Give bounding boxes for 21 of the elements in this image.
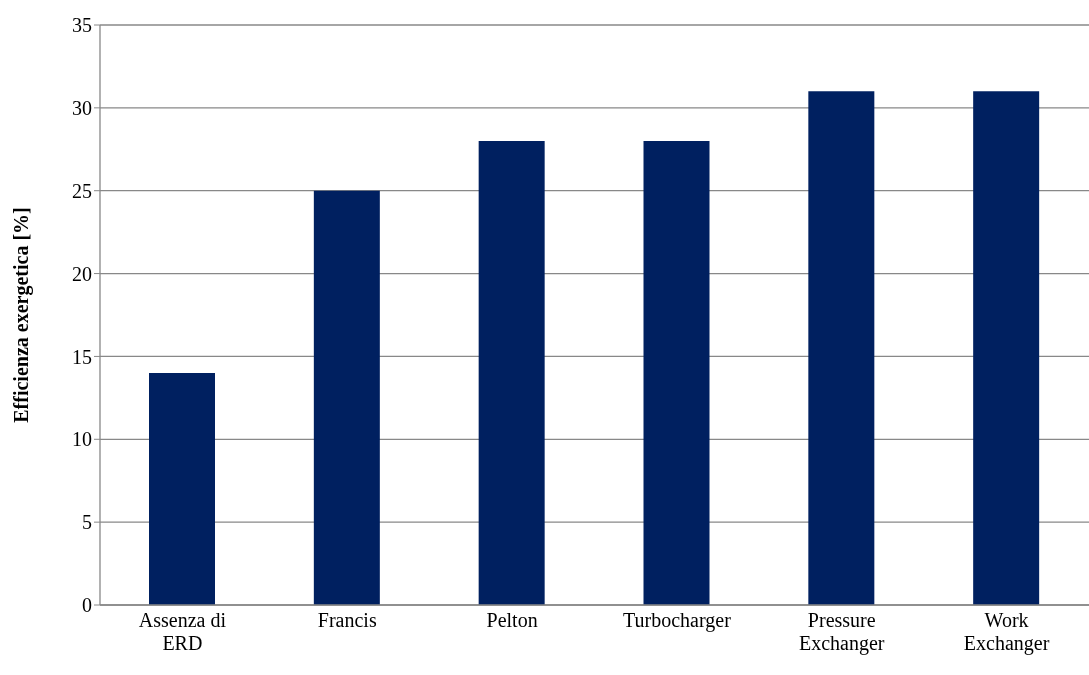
x-tick-label: Work Exchanger bbox=[963, 609, 1050, 655]
x-tick-label: Turbocharger bbox=[623, 609, 732, 632]
bar bbox=[973, 91, 1040, 605]
y-tick-label: 0 bbox=[82, 594, 92, 617]
y-tick-label: 30 bbox=[72, 96, 92, 119]
bar bbox=[149, 373, 215, 605]
y-tick-label: 15 bbox=[72, 345, 92, 368]
y-tick-label: 5 bbox=[82, 511, 92, 534]
bar bbox=[313, 190, 380, 605]
y-axis-title: Efficienza exergetica [%] bbox=[10, 207, 34, 423]
x-tick-label: Francis bbox=[317, 609, 377, 631]
y-tick-label: 25 bbox=[72, 179, 92, 202]
y-tick-label: 10 bbox=[72, 428, 92, 451]
x-tick-label: Pelton bbox=[486, 609, 538, 631]
y-tick-label: 35 bbox=[72, 14, 92, 37]
x-tick-label: Assenza di ERD bbox=[138, 609, 227, 654]
x-tick-label: Pressure Exchanger bbox=[798, 609, 885, 655]
bar bbox=[643, 141, 710, 605]
bar bbox=[808, 91, 875, 605]
y-tick-label: 20 bbox=[72, 262, 92, 285]
bar bbox=[478, 141, 545, 605]
